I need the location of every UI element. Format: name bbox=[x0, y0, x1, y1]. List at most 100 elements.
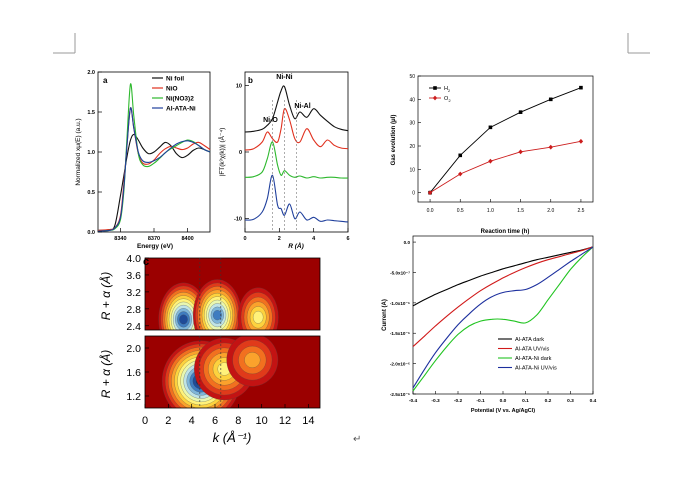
gas-legend-h2-marker bbox=[433, 86, 437, 90]
photocurrent-y-label: Current (A) bbox=[382, 299, 388, 331]
gas-y-tick-label: 30 bbox=[409, 121, 415, 127]
wavelet-top-y-tick-label: 4.0 bbox=[126, 253, 141, 265]
wavelet-contour bbox=[244, 352, 261, 368]
photocurrent-series-2 bbox=[412, 246, 594, 392]
gas-y-label: Gas evolution (μl) bbox=[391, 115, 397, 166]
photocurrent-legend-label: Al-ATA-Ni dark bbox=[515, 356, 552, 362]
xanes-series-3 bbox=[97, 107, 211, 232]
exafs-x-tick-label: 0 bbox=[243, 236, 246, 242]
gas-y-tick-label: 50 bbox=[409, 74, 415, 80]
photocurrent-x-tick-label: 0.0 bbox=[500, 398, 507, 404]
photocurrent-x-tick-label: 0.1 bbox=[522, 398, 529, 404]
exafs-y-tick-label: 0 bbox=[239, 150, 242, 156]
gas-point-H2 bbox=[579, 85, 583, 90]
photocurrent-legend-label: Al-ATA-Ni UV/vis bbox=[515, 366, 557, 372]
exafs-y-label: |FT(k³χ(k))| (Å⁻⁴) bbox=[217, 128, 226, 177]
gas-x-tick-label: 0.0 bbox=[427, 208, 434, 214]
gas-point-H2 bbox=[488, 125, 493, 130]
exafs-panel-label: b bbox=[248, 76, 253, 85]
wavelet-bottom-y-tick-label: 2.0 bbox=[126, 343, 141, 355]
exafs-series-3 bbox=[244, 174, 349, 223]
xanes-x-tick-label: 8400 bbox=[181, 236, 193, 242]
xanes-legend: Ni foil NiO Ni(NO3)2 Al-ATA-Ni bbox=[152, 76, 196, 113]
photocurrent-series-3 bbox=[412, 246, 594, 389]
wavelet-top-y-tick-label: 3.6 bbox=[126, 270, 141, 282]
xanes-chart: 8340 8370 8400 0.0 0.5 1.0 1.5 2.0 a Ni foil NiO… bbox=[75, 70, 211, 250]
exafs-series-2 bbox=[244, 141, 349, 179]
exafs-y-tick-label: 10 bbox=[236, 83, 242, 89]
photocurrent-x-tick-label: -0.4 bbox=[409, 398, 418, 404]
gas-point-H2 bbox=[518, 110, 523, 114]
xanes-legend-label: Ni foil bbox=[166, 76, 184, 83]
wavelet-contour bbox=[212, 310, 222, 321]
wavelet-x-tick-label: 0 bbox=[142, 415, 148, 427]
exafs-series-1 bbox=[244, 107, 349, 151]
exafs-y-tick-label: -10 bbox=[234, 217, 242, 223]
wavelet-top-y-tick-label: 2.8 bbox=[126, 304, 141, 316]
photocurrent-y-tick-label: -2.0x10⁻⁶ bbox=[390, 362, 410, 367]
exafs-x-label: R (Å) bbox=[288, 241, 304, 250]
wavelet-x-tick-label: 8 bbox=[235, 415, 241, 427]
exafs-x-tick-label: 2 bbox=[278, 236, 281, 242]
gas-legend-o2-subscript: 2 bbox=[449, 99, 451, 103]
gas-point-H2 bbox=[458, 153, 463, 158]
xanes-legend-label: NiO bbox=[166, 86, 178, 93]
wavelet-x-tick-label: 6 bbox=[212, 415, 218, 427]
gas-frame bbox=[417, 75, 594, 203]
wavelet-x-tick-label: 12 bbox=[279, 415, 291, 427]
gas-x-tick-label: 2.5 bbox=[577, 208, 584, 214]
paragraph-return-mark: ↵ bbox=[353, 434, 361, 445]
wavelet-bottom-y-tick-label: 1.2 bbox=[126, 391, 141, 403]
wavelet-top-y-tick-label: 2.4 bbox=[126, 321, 141, 333]
gas-legend-h2-label: H bbox=[444, 86, 448, 92]
gas-y-tick-label: 0 bbox=[412, 191, 415, 197]
photocurrent-x-tick-label: 0.2 bbox=[545, 398, 552, 404]
wavelet-x-tick-label: 4 bbox=[189, 415, 195, 427]
photocurrent-chart: -0.4 -0.3 -0.2 -0.1 0.0 0.1 0.2 0.3 0.4 0.0 -5.0x1… bbox=[382, 235, 597, 414]
photocurrent-legend-label: Al-ATA UV/vis bbox=[515, 347, 549, 353]
gas-series-H2-line bbox=[429, 87, 582, 193]
photocurrent-y-tick-label: -1.0x10⁻⁶ bbox=[390, 301, 410, 306]
gas-point-O2 bbox=[518, 149, 523, 155]
photocurrent-series-1 bbox=[412, 246, 594, 348]
exafs-chart: 0 2 4 6 -10 0 10 b Ni-Ni Ni-O Ni-Al R (Å) |FT(k³… bbox=[217, 71, 350, 250]
gas-point-O2 bbox=[578, 138, 584, 144]
wavelet-bottom-y-label: R + α (Å) bbox=[98, 350, 113, 399]
gas-x-tick-label: 1.5 bbox=[517, 208, 524, 214]
gas-point-H2 bbox=[548, 97, 553, 102]
photocurrent-x-tick-label: 0.4 bbox=[590, 398, 597, 404]
gas-legend-h2-subscript: 2 bbox=[448, 89, 450, 93]
xanes-y-tick-label: 1.5 bbox=[87, 110, 95, 116]
gas-point-O2 bbox=[548, 144, 553, 150]
photocurrent-series-0 bbox=[412, 246, 594, 307]
gas-series-O2-line bbox=[429, 140, 582, 194]
gas-x-tick-label: 1.0 bbox=[487, 208, 494, 214]
xanes-x-tick-label: 8370 bbox=[148, 236, 160, 242]
photocurrent-legend-label: Al-ATA dark bbox=[515, 337, 544, 343]
photocurrent-x-tick-label: -0.1 bbox=[476, 398, 485, 404]
photocurrent-y-tick-label: 0.0 bbox=[404, 240, 411, 245]
xanes-x-tick-label: 8340 bbox=[114, 236, 126, 242]
xanes-panel-label: a bbox=[103, 76, 108, 85]
photocurrent-y-tick-label: -1.5x10⁻⁶ bbox=[390, 331, 410, 336]
exafs-annotation: Ni-Al bbox=[294, 103, 310, 110]
photocurrent-x-tick-label: -0.2 bbox=[454, 398, 463, 404]
photocurrent-legend: Al-ATA dark Al-ATA UV/vis Al-ATA-Ni dark Al… bbox=[498, 337, 557, 372]
wavelet-panel-label: c bbox=[143, 256, 149, 268]
photocurrent-y-tick-label: -2.5x10⁻⁶ bbox=[390, 392, 410, 397]
gas-y-tick-label: 20 bbox=[409, 144, 415, 150]
xanes-legend-label: Ni(NO3)2 bbox=[166, 96, 194, 103]
xanes-y-label: Normalized xμ(E) (a.u.) bbox=[75, 118, 82, 185]
gas-x-tick-label: 2.0 bbox=[547, 208, 554, 214]
wavelet-top-y-label: R + α (Å) bbox=[98, 272, 113, 321]
wavelet-chart: 0 2 4 6 8 10 12 14 2.4 2.8 3.2 3.6 4.0 1.2 1.6 2.0 c R … bbox=[98, 253, 321, 445]
xanes-series-0 bbox=[97, 133, 211, 231]
gas-point-O2 bbox=[458, 171, 463, 177]
wavelet-top-frame bbox=[144, 257, 321, 331]
gas-point-O2 bbox=[488, 158, 493, 164]
xanes-y-tick-label: 1.0 bbox=[87, 150, 95, 156]
exafs-series-0 bbox=[244, 85, 349, 133]
xanes-y-tick-label: 0.0 bbox=[87, 230, 95, 236]
